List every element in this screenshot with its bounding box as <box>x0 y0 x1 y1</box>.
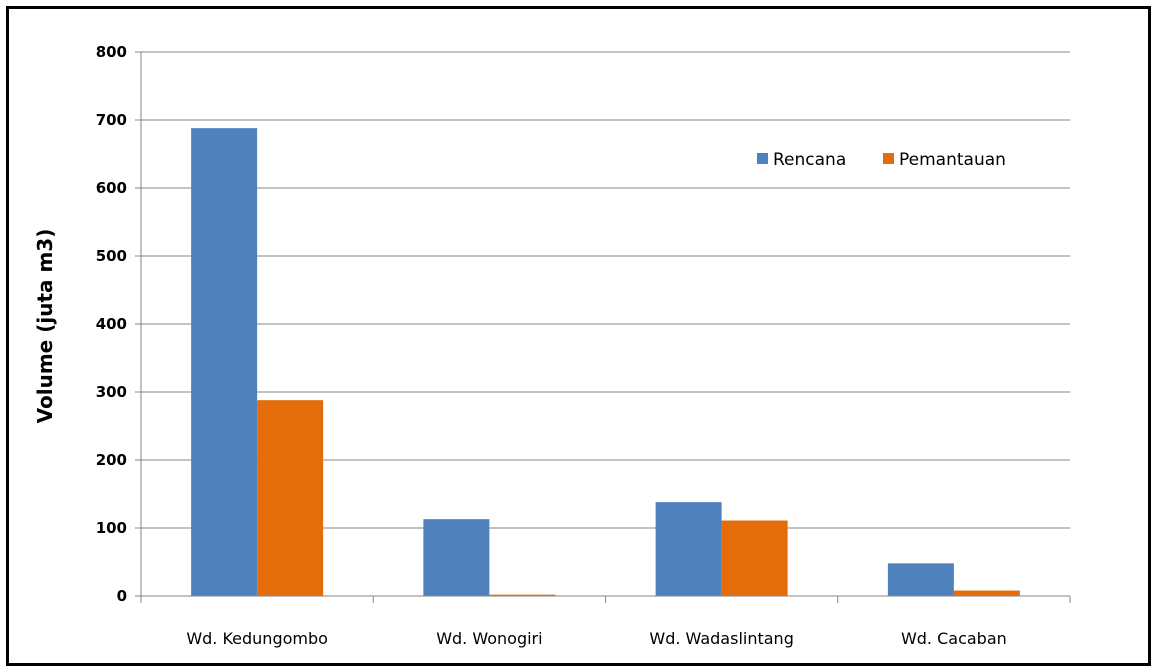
legend: Rencana Pemantauan <box>757 150 1006 170</box>
axes <box>140 52 1070 597</box>
y-tick-label: 600 <box>96 179 127 197</box>
bar-pemantauan-3 <box>953 590 1020 596</box>
legend-swatch-pemantauan <box>883 153 894 164</box>
y-tick-label: 700 <box>96 111 127 129</box>
legend-label-pemantauan: Pemantauan <box>899 150 1006 170</box>
bar-rencana-2 <box>655 502 722 596</box>
bar-rencana-0 <box>191 128 258 596</box>
legend-swatch-rencana <box>757 153 768 164</box>
y-tick-labels: 0 100 200 300 400 500 600 700 800 <box>96 43 127 605</box>
x-tick-label: Wd. Kedungombo <box>186 629 328 648</box>
y-tick-label: 800 <box>96 43 127 61</box>
bar-pemantauan-1 <box>489 594 556 596</box>
y-axis-title: Volume (juta m3) <box>33 229 57 424</box>
y-tick-label: 400 <box>96 315 127 333</box>
x-tick-label: Wd. Wonogiri <box>436 629 542 648</box>
x-tick-label: Wd. Wadaslintang <box>649 629 793 648</box>
x-tick-labels: Wd. Kedungombo Wd. Wonogiri Wd. Wadaslinta… <box>186 629 1006 648</box>
y-tick-label: 100 <box>96 519 127 537</box>
y-tick-label: 500 <box>96 247 127 265</box>
y-tick-label: 200 <box>96 451 127 469</box>
legend-label-rencana: Rencana <box>773 150 846 170</box>
bar-rencana-3 <box>887 563 954 596</box>
x-tick-label: Wd. Cacaban <box>901 629 1007 648</box>
bars <box>191 128 1020 596</box>
y-tick-label: 300 <box>96 383 127 401</box>
bar-rencana-1 <box>423 519 490 596</box>
bar-pemantauan-2 <box>721 520 788 596</box>
bar-pemantauan-0 <box>257 400 324 596</box>
y-tick-label: 0 <box>117 587 127 605</box>
